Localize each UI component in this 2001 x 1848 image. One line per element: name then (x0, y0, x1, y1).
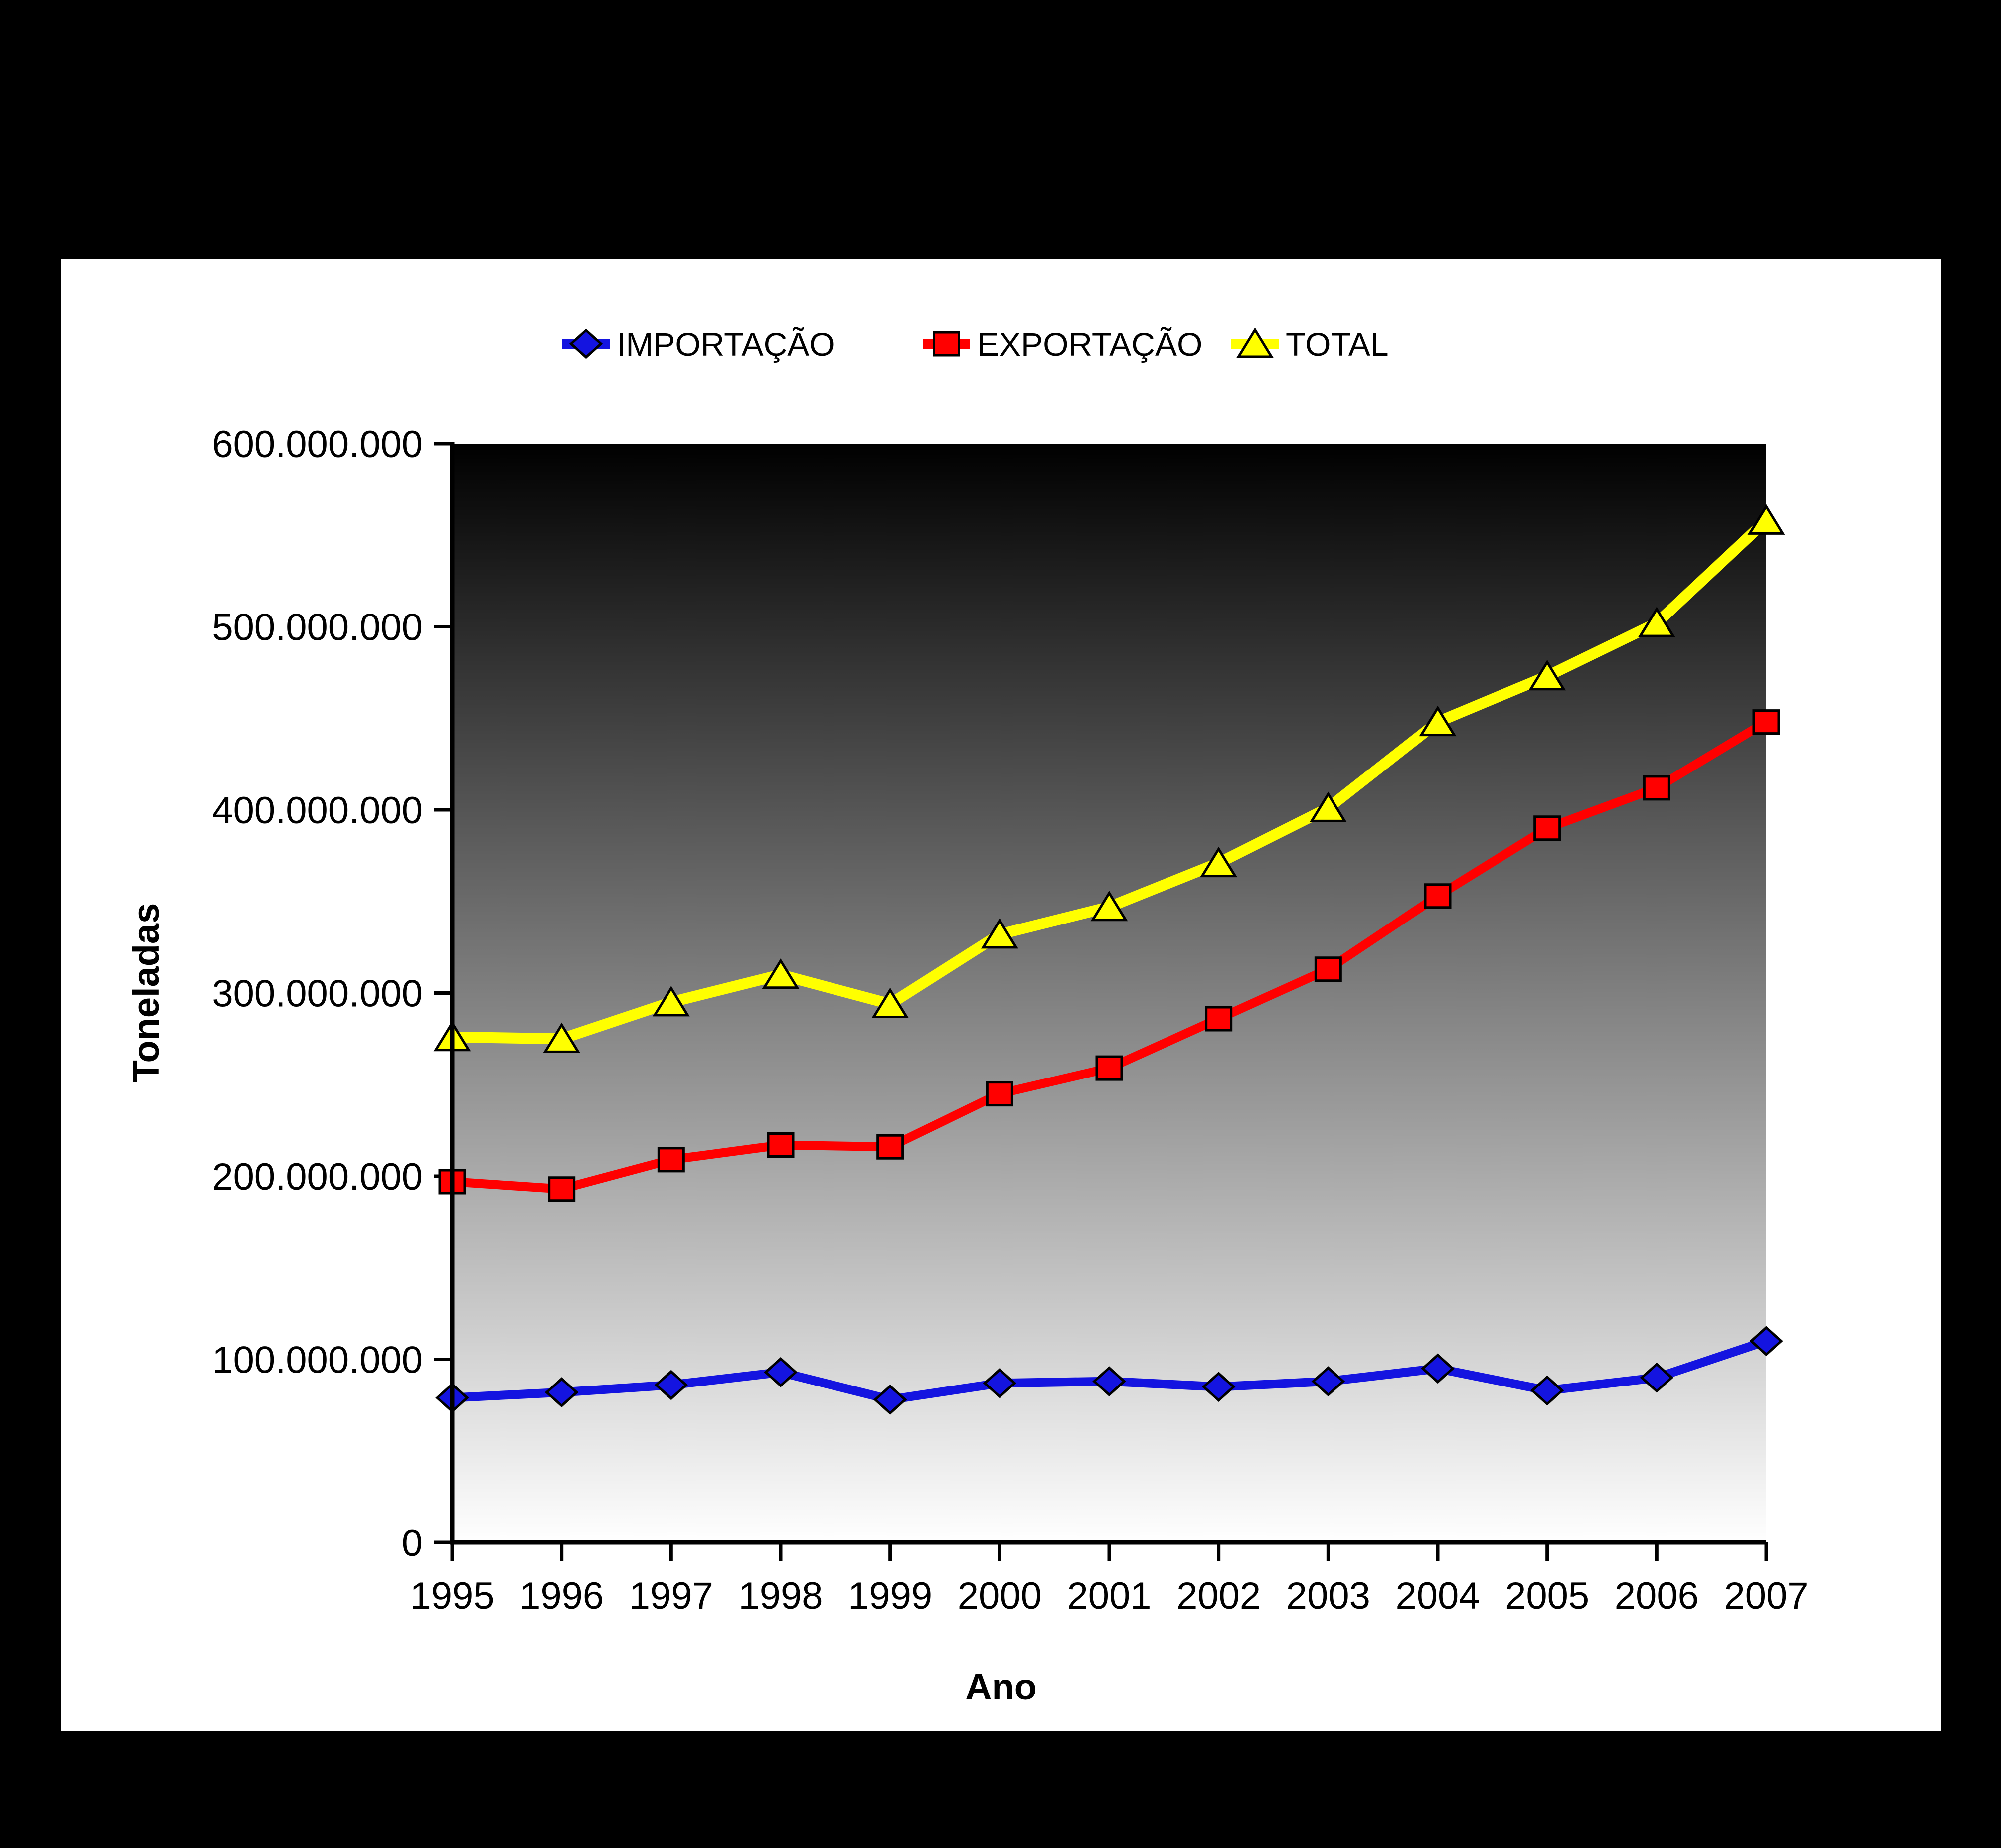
data-point-marker-square (657, 1147, 685, 1173)
data-point-marker-triangle (543, 1022, 581, 1053)
data-point-marker-diamond (1092, 1366, 1126, 1396)
legend-marker-triangle-icon (1236, 327, 1274, 358)
data-series (433, 504, 1785, 1415)
y-axis-tick-label: 600.000.000 (212, 423, 423, 465)
legend-label: TOTAL (1286, 326, 1389, 363)
legend-marker-diamond-icon (569, 328, 603, 359)
x-axis-tick-label: 2006 (1615, 1575, 1699, 1617)
data-point-marker-diamond (1749, 1326, 1783, 1357)
series-triangle (433, 504, 1785, 1053)
x-axis-tick-label: 2000 (958, 1575, 1042, 1617)
data-point-marker-diamond (873, 1384, 907, 1415)
data-point-marker-triangle (1309, 791, 1347, 822)
series-diamond (435, 1326, 1783, 1415)
data-point-marker-triangle (871, 987, 909, 1019)
data-point-marker-square (1643, 775, 1670, 801)
legend-item: IMPORTAÇÃO (562, 326, 835, 363)
x-axis-tick-label: 1997 (629, 1575, 713, 1617)
data-point-marker-triangle (1090, 890, 1128, 922)
y-axis-tick-label: 300.000.000 (212, 973, 423, 1015)
legend-item: TOTAL (1231, 326, 1389, 363)
data-point-marker-square (876, 1134, 904, 1160)
data-point-marker-triangle (652, 986, 690, 1017)
legend-marker-square-icon (933, 331, 960, 357)
data-point-marker-square (1314, 956, 1342, 982)
y-axis-ticks: 0 100.000.000 200.000.000 300.000.000 400.00… (212, 423, 452, 1564)
data-point-marker-diamond (1421, 1353, 1455, 1384)
x-axis-tick-label: 2002 (1176, 1575, 1261, 1617)
data-point-marker-diamond (1640, 1362, 1674, 1393)
data-point-marker-triangle (981, 918, 1018, 949)
y-axis-tick-label: 400.000.000 (212, 789, 423, 832)
data-point-marker-square (1533, 815, 1561, 841)
y-axis-title: Toneladas (125, 903, 167, 1083)
x-axis-tick-label: 2004 (1395, 1575, 1480, 1617)
x-axis-tick-label: 2005 (1505, 1575, 1589, 1617)
data-point-marker-square (1205, 1006, 1233, 1032)
data-point-marker-square (1752, 709, 1780, 735)
data-point-marker-diamond (1201, 1372, 1236, 1402)
data-point-marker-square (548, 1176, 576, 1202)
x-axis-title: Ano (965, 1666, 1037, 1707)
x-axis-tick-label: 2003 (1286, 1575, 1370, 1617)
data-point-marker-triangle (1528, 659, 1566, 691)
data-point-marker-triangle (1419, 705, 1457, 737)
data-point-marker-diamond (1530, 1375, 1564, 1406)
x-axis-tick-label: 2007 (1724, 1575, 1808, 1617)
data-point-marker-diamond (654, 1370, 688, 1400)
y-axis-tick-label: 100.000.000 (212, 1339, 423, 1382)
legend-label: IMPORTAÇÃO (617, 326, 835, 363)
data-point-marker-diamond (544, 1377, 579, 1408)
data-point-marker-square (986, 1081, 1013, 1107)
x-axis-tick-label: 1995 (410, 1575, 494, 1617)
y-axis-tick-label: 200.000.000 (212, 1156, 423, 1198)
data-point-marker-diamond (983, 1368, 1017, 1398)
data-point-marker-square (1095, 1055, 1123, 1081)
data-point-marker-triangle (762, 958, 800, 989)
x-axis-tick-label: 2001 (1067, 1575, 1151, 1617)
legend-label: EXPORTAÇÃO (977, 326, 1202, 363)
x-axis-tick-label: 1998 (738, 1575, 823, 1617)
x-axis-ticks: 1995 1996 1997 1998 1999 2000 2001 2002 2003 2004… (410, 1542, 1809, 1617)
y-axis-tick-label: 0 (402, 1522, 423, 1564)
series-square (438, 709, 1780, 1202)
data-point-marker-square (1424, 883, 1452, 909)
data-point-marker-triangle (1747, 504, 1785, 535)
data-point-marker-diamond (764, 1357, 798, 1387)
legend: IMPORTAÇÃO EXPORTAÇÃO TOTAL (562, 326, 1389, 363)
x-axis-tick-label: 1996 (519, 1575, 604, 1617)
data-point-marker-square (767, 1132, 795, 1158)
data-point-marker-diamond (1311, 1366, 1345, 1396)
y-axis-tick-label: 500.000.000 (212, 607, 423, 649)
x-axis-tick-label: 1999 (848, 1575, 932, 1617)
data-point-marker-triangle (1638, 607, 1675, 637)
data-point-marker-triangle (1200, 846, 1238, 878)
legend-item: EXPORTAÇÃO (923, 326, 1202, 363)
